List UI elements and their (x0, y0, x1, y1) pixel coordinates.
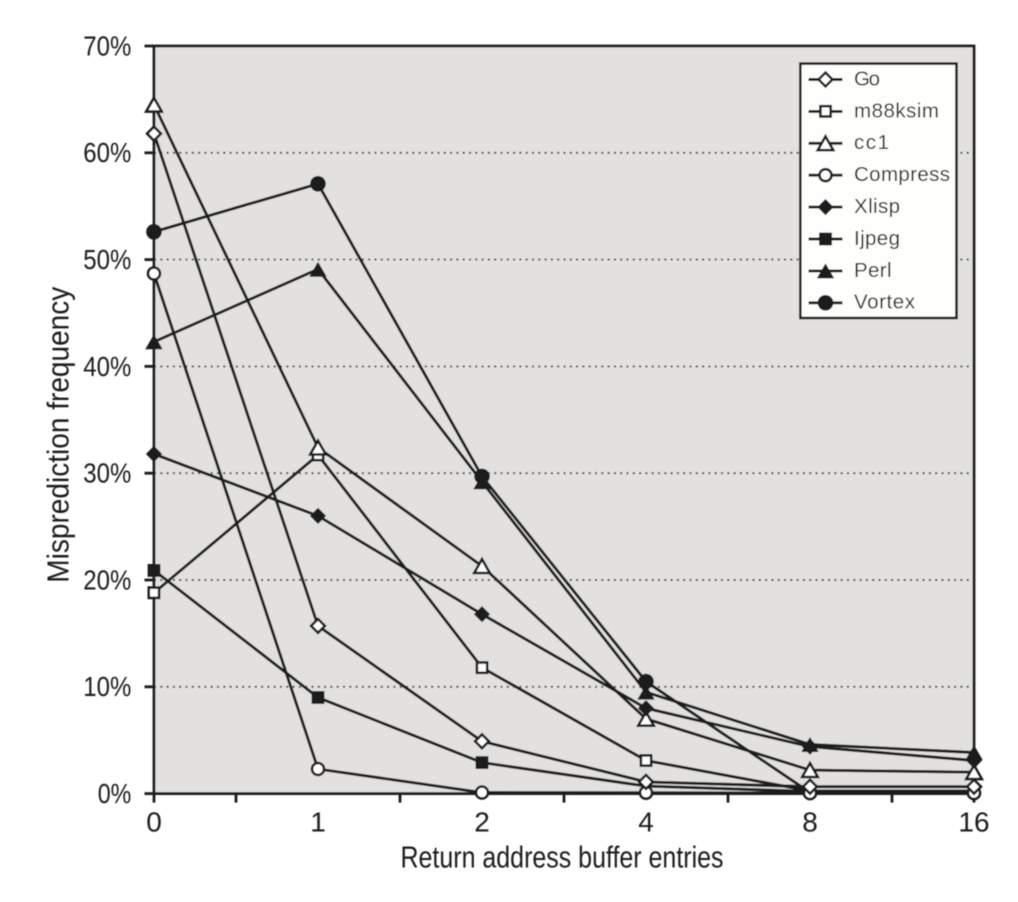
svg-text:40%: 40% (83, 351, 131, 382)
svg-text:20%: 20% (83, 564, 131, 595)
svg-text:1: 1 (310, 806, 326, 837)
svg-text:2: 2 (474, 806, 490, 837)
svg-text:4: 4 (638, 806, 654, 837)
svg-text:Return address buffer entries: Return address buffer entries (401, 841, 724, 875)
svg-text:m88ksim: m88ksim (854, 99, 939, 122)
svg-text:cc1: cc1 (854, 131, 889, 154)
svg-text:Misprediction frequency: Misprediction frequency (42, 286, 76, 583)
svg-text:50%: 50% (83, 244, 131, 275)
svg-text:Go: Go (854, 67, 880, 90)
svg-text:8: 8 (802, 806, 818, 837)
svg-text:70%: 70% (83, 30, 131, 61)
svg-text:0: 0 (146, 806, 162, 837)
svg-text:10%: 10% (83, 671, 131, 702)
svg-text:Compress: Compress (854, 163, 950, 186)
svg-text:Perl: Perl (854, 259, 892, 282)
svg-text:Ijpeg: Ijpeg (854, 227, 900, 250)
svg-text:0%: 0% (98, 778, 132, 809)
svg-text:30%: 30% (83, 458, 131, 489)
svg-text:16: 16 (958, 806, 989, 837)
svg-text:Vortex: Vortex (854, 291, 916, 314)
svg-text:Xlisp: Xlisp (854, 195, 900, 218)
svg-text:60%: 60% (83, 137, 131, 168)
